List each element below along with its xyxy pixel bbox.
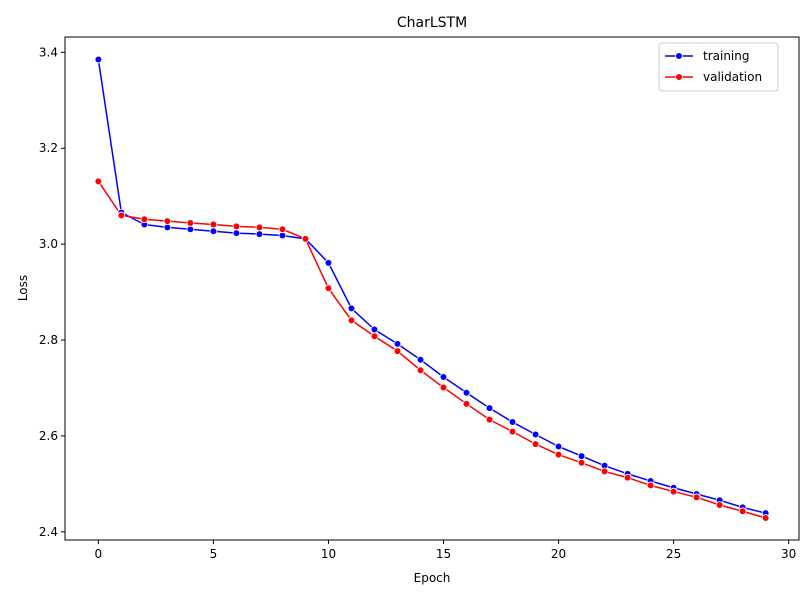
legend-marker-validation bbox=[675, 73, 683, 81]
legend-label-training: training bbox=[703, 49, 750, 63]
data-point-validation bbox=[692, 493, 701, 502]
data-point-training bbox=[370, 325, 379, 334]
data-point-validation bbox=[738, 507, 747, 516]
data-point-training bbox=[232, 229, 241, 237]
data-point-validation bbox=[393, 347, 402, 355]
x-tick-label: 25 bbox=[666, 547, 681, 561]
x-tick-label: 30 bbox=[781, 547, 796, 561]
data-point-training bbox=[94, 55, 103, 64]
data-point-training bbox=[255, 230, 264, 238]
data-point-validation bbox=[416, 366, 425, 375]
data-point-validation bbox=[577, 458, 586, 467]
data-point-validation bbox=[94, 177, 103, 186]
series-line-training bbox=[97, 59, 766, 514]
legend-frame bbox=[658, 42, 779, 92]
data-point-validation bbox=[669, 487, 678, 496]
data-point-validation bbox=[255, 223, 264, 232]
data-point-training bbox=[508, 418, 517, 426]
data-point-validation bbox=[232, 222, 241, 231]
data-point-training bbox=[416, 355, 425, 364]
data-point-validation bbox=[761, 514, 770, 522]
x-tick-label: 0 bbox=[95, 547, 103, 561]
data-point-validation bbox=[439, 383, 448, 392]
data-point-validation bbox=[163, 217, 172, 225]
data-point-training bbox=[485, 404, 494, 412]
data-point-validation bbox=[140, 215, 149, 224]
data-point-validation bbox=[715, 501, 724, 509]
x-tick-label: 5 bbox=[210, 547, 218, 561]
data-point-training bbox=[531, 430, 540, 439]
x-axis-label: Epoch bbox=[414, 571, 451, 585]
plot-frame bbox=[64, 36, 800, 541]
data-point-validation bbox=[370, 332, 379, 341]
data-point-validation bbox=[554, 450, 563, 459]
series-line-validation bbox=[97, 180, 766, 519]
data-point-validation bbox=[117, 211, 126, 220]
data-point-validation bbox=[324, 284, 333, 293]
data-point-validation bbox=[301, 235, 310, 243]
data-point-training bbox=[347, 304, 356, 313]
data-point-validation bbox=[600, 467, 609, 476]
y-axis-label: Loss bbox=[16, 275, 30, 301]
data-point-validation bbox=[186, 219, 195, 227]
y-tick-label: 2.6 bbox=[39, 429, 58, 443]
data-point-training bbox=[163, 223, 172, 232]
data-point-training bbox=[393, 340, 402, 348]
y-tick-label: 2.8 bbox=[39, 333, 58, 347]
y-tick-label: 2.4 bbox=[39, 525, 58, 539]
data-point-training bbox=[324, 259, 333, 267]
x-tick-label: 10 bbox=[321, 547, 336, 561]
data-point-validation bbox=[347, 316, 356, 325]
legend-label-validation: validation bbox=[703, 70, 762, 84]
y-tick-label: 3.2 bbox=[39, 141, 58, 155]
data-point-validation bbox=[462, 400, 471, 408]
y-tick-label: 3.0 bbox=[39, 237, 58, 251]
y-tick-label: 3.4 bbox=[39, 45, 58, 59]
data-point-validation bbox=[278, 225, 287, 234]
data-point-training bbox=[577, 452, 586, 460]
data-point-validation bbox=[508, 427, 517, 436]
data-point-training bbox=[278, 231, 287, 240]
data-point-validation bbox=[485, 415, 494, 424]
data-point-training bbox=[209, 227, 218, 235]
data-point-training bbox=[462, 388, 471, 397]
data-point-validation bbox=[531, 440, 540, 448]
data-point-validation bbox=[623, 473, 632, 482]
legend-marker-training bbox=[675, 52, 683, 60]
legend: training validation bbox=[658, 42, 779, 92]
data-point-training bbox=[554, 442, 563, 451]
data-point-training bbox=[439, 373, 448, 381]
data-point-validation bbox=[209, 220, 218, 229]
data-point-validation bbox=[646, 481, 655, 490]
x-tick-label: 15 bbox=[436, 547, 451, 561]
x-tick-label: 20 bbox=[551, 547, 566, 561]
chart-title: CharLSTM bbox=[397, 15, 467, 31]
data-point-training bbox=[186, 225, 195, 234]
